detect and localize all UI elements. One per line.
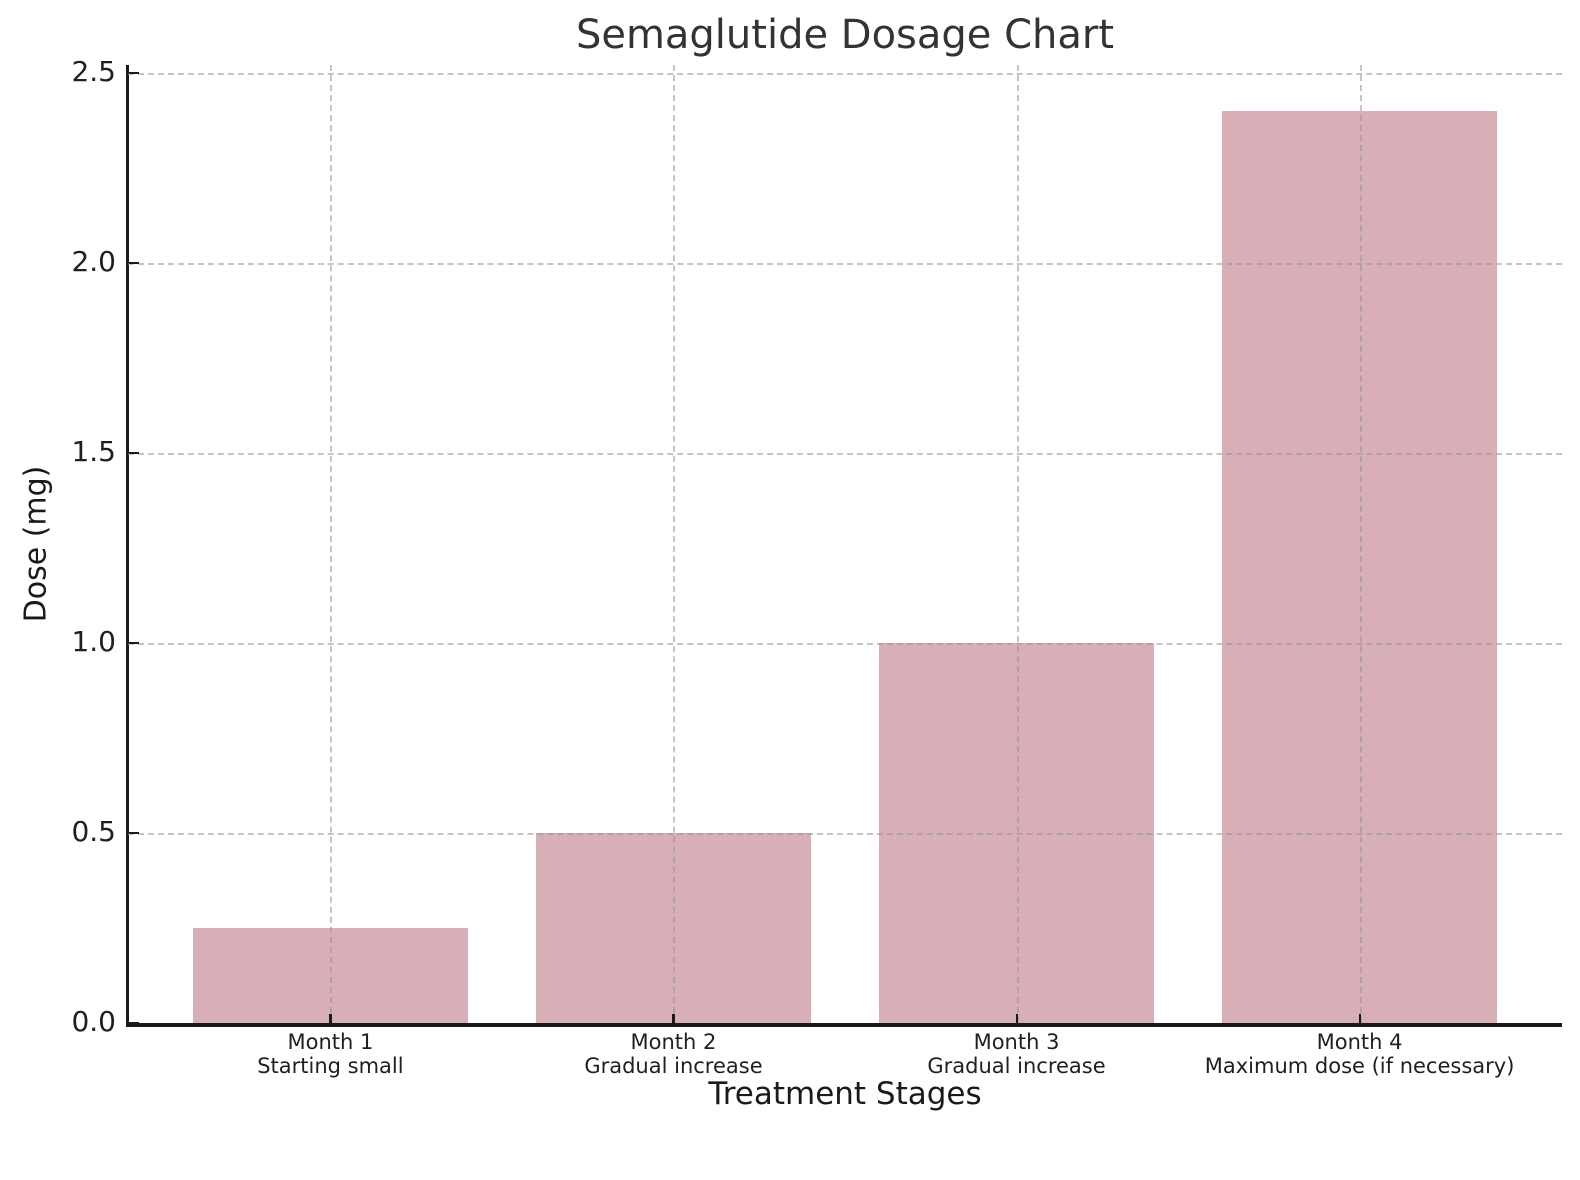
x-gridline (1359, 65, 1362, 1023)
y-tick (129, 641, 139, 645)
chart-title: Semaglutide Dosage Chart (575, 12, 1115, 58)
y-tick (129, 1022, 139, 1025)
y-tick (129, 261, 139, 265)
x-tick-label-month: Month 4 (1316, 1030, 1403, 1054)
y-gridline (128, 262, 1562, 265)
y-tick (129, 451, 139, 455)
x-tick-label-note: Maximum dose (if necessary) (1204, 1054, 1515, 1078)
x-axis-label: Treatment Stages (708, 1076, 982, 1112)
y-gridline (128, 832, 1562, 835)
x-gridline (673, 65, 676, 1023)
x-tick-label-month: Month 1 (287, 1030, 374, 1054)
x-axis-spine (126, 1023, 1562, 1027)
y-tick-label: 1.5 (71, 434, 116, 468)
x-tick-label-note: Starting small (257, 1054, 404, 1078)
x-tick (672, 1014, 675, 1023)
x-tick-label-note: Gradual increase (927, 1054, 1106, 1078)
x-tick-label: Month 2 Gradual increase (584, 1030, 762, 1078)
y-gridline (128, 642, 1562, 645)
x-tick-label-month: Month 3 (973, 1030, 1060, 1054)
y-tick (129, 831, 139, 835)
bar-month-1 (193, 927, 468, 1023)
x-tick (1358, 1014, 1362, 1023)
y-axis-spine (126, 65, 129, 1025)
x-tick (329, 1014, 332, 1023)
y-tick-label: 2.5 (71, 54, 116, 88)
y-tick-label: 1.0 (71, 625, 116, 659)
x-tick-label: Month 1 Starting small (257, 1030, 403, 1078)
bar-month-2 (536, 832, 811, 1023)
x-gridline (330, 65, 333, 1023)
x-tick-label-note: Gradual increase (584, 1054, 763, 1078)
y-axis-label: Dose (mg) (18, 465, 54, 623)
y-gridline (128, 72, 1562, 75)
x-gridline (1016, 65, 1019, 1023)
y-gridline (128, 452, 1562, 455)
x-tick-label-month: Month 2 (630, 1030, 717, 1054)
y-tick-label: 2.0 (71, 244, 116, 278)
x-tick (1015, 1014, 1019, 1023)
x-tick-label: Month 4 Maximum dose (if necessary) (1205, 1030, 1515, 1078)
y-tick-label: 0.5 (71, 815, 116, 849)
y-tick-label: 0.0 (71, 1005, 116, 1039)
x-tick-label: Month 3 Gradual increase (927, 1030, 1105, 1078)
y-tick (129, 71, 139, 75)
